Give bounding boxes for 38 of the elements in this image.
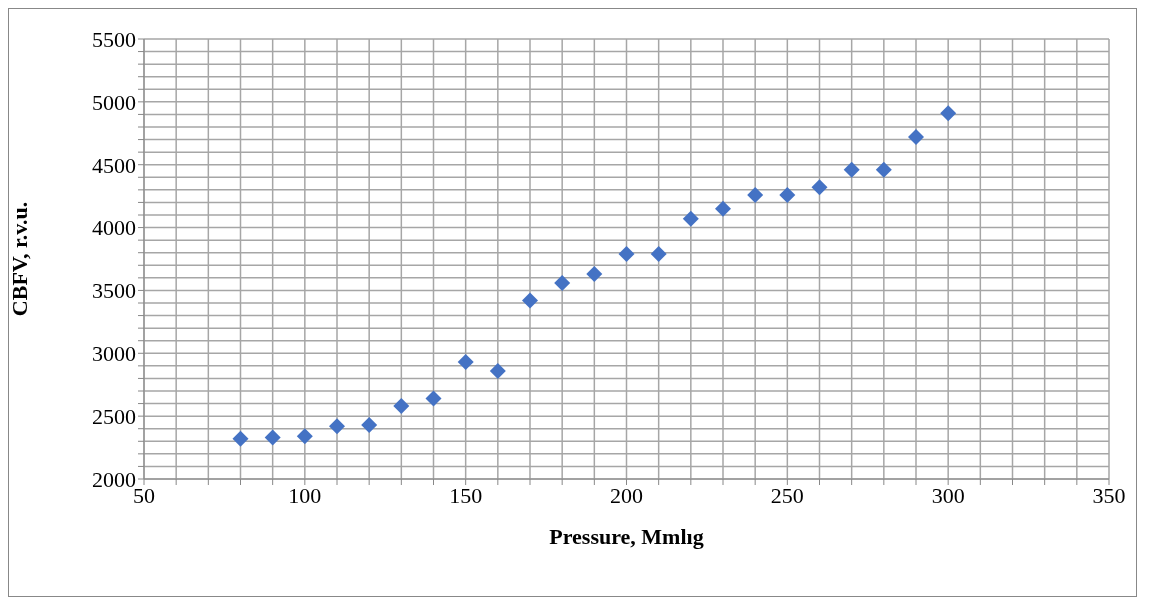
point [875, 161, 892, 178]
point [393, 398, 410, 415]
point [650, 245, 667, 262]
y-tick-label: 2500 [92, 403, 136, 429]
point [747, 186, 764, 203]
x-tick-label: 350 [1092, 482, 1126, 508]
point [715, 200, 731, 217]
y-tick-label: 4000 [92, 215, 136, 241]
y-tick-label: 3500 [92, 278, 136, 304]
x-tick-label: 150 [449, 482, 483, 508]
y-tick-label: 5000 [92, 89, 136, 115]
point [264, 429, 281, 446]
point [843, 161, 860, 178]
y-tick-label: 5500 [92, 26, 136, 52]
point [361, 416, 378, 433]
point [779, 186, 796, 203]
point [522, 292, 538, 309]
point [232, 430, 249, 447]
point [425, 390, 442, 407]
point [940, 105, 957, 122]
point [296, 428, 313, 445]
y-tick-label: 3000 [92, 341, 136, 367]
point [554, 274, 571, 291]
point [682, 210, 699, 227]
y-tick-label: 4500 [92, 152, 136, 178]
point [811, 179, 828, 196]
point [908, 129, 924, 146]
point [329, 418, 345, 435]
point [457, 354, 474, 371]
x-tick-label: 250 [770, 482, 804, 508]
y-axis-title: CBFV, r.v.u. [6, 201, 32, 317]
x-tick-label: 200 [610, 482, 643, 508]
point [489, 362, 506, 379]
x-tick-label: 100 [288, 482, 322, 508]
point [618, 245, 635, 262]
x-tick-label: 300 [931, 482, 965, 508]
x-axis-title: Pressure, Mmlıg [549, 524, 704, 549]
point [586, 266, 603, 283]
